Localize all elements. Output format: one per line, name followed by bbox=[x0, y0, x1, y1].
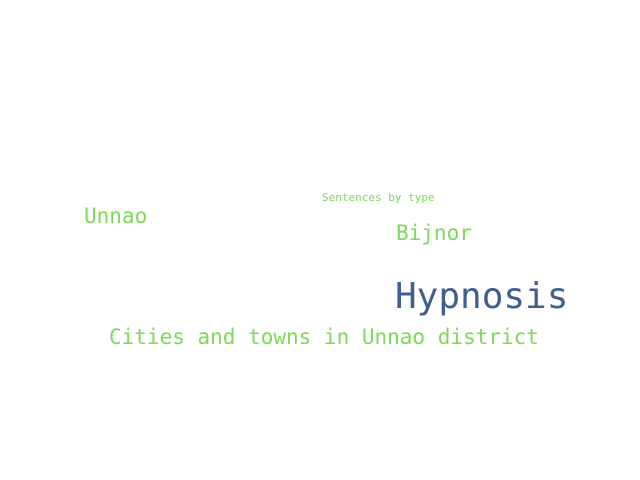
word-bijnor: Bijnor bbox=[396, 221, 472, 245]
word-sentences-by-type: Sentences by type bbox=[322, 191, 435, 204]
word-unnao: Unnao bbox=[84, 204, 148, 228]
word-cities-and-towns-in-unnao-district: Cities and towns in Unnao district bbox=[109, 325, 539, 349]
word-hypnosis: Hypnosis bbox=[395, 276, 569, 317]
